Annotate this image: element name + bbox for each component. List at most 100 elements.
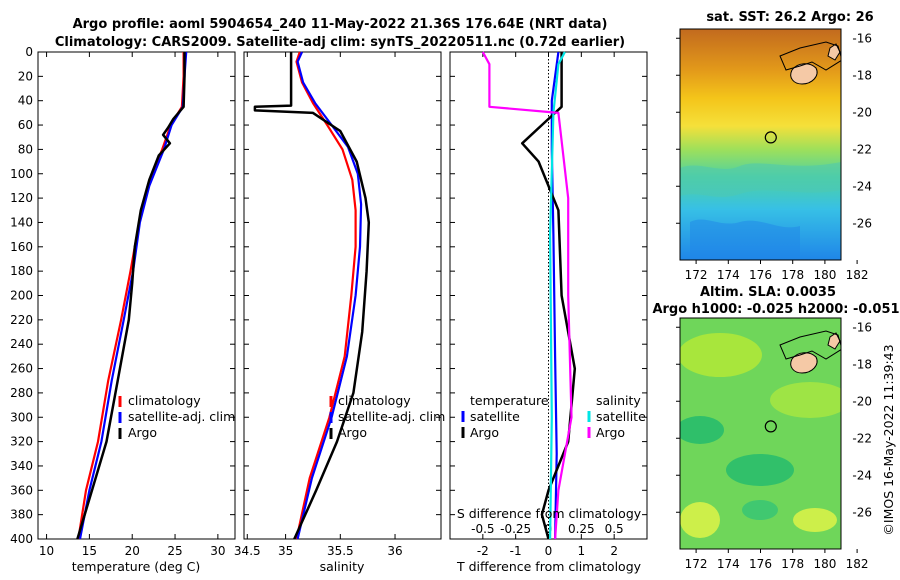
depth-tick-label: 100 xyxy=(10,167,33,181)
depth-tick-label: 20 xyxy=(18,69,33,83)
depth-tick-label: 400 xyxy=(10,532,33,546)
map-lon-label: 174 xyxy=(717,557,740,571)
depth-tick-label: 80 xyxy=(18,142,33,156)
map-lat-label: -18 xyxy=(852,357,872,371)
x-tick-label: -1 xyxy=(510,544,522,558)
temperature-panel: 0 20 40 60 80 100 120 140 160 180 200 220 240 260 280 3… xyxy=(10,45,236,574)
depth-tick-label: 160 xyxy=(10,240,33,254)
sst-argo-position-marker xyxy=(764,131,777,144)
map-lon-label: 172 xyxy=(685,557,708,571)
figure-title: Argo profile: aoml 5904654_240 11-May-20… xyxy=(55,17,625,50)
sla-blob xyxy=(770,382,841,418)
depth-tick-label: 300 xyxy=(10,410,33,424)
series-line-temperature-satellite xyxy=(550,51,560,540)
legend-label-argo: Argo xyxy=(338,425,367,440)
sst-reef-outline xyxy=(779,41,841,71)
map-lat-label: -16 xyxy=(852,320,872,334)
difference-x-ticks: -2 -1 0 1 2 xyxy=(477,52,618,558)
series-line-argo xyxy=(253,52,371,540)
temperature-series xyxy=(76,51,188,540)
depth-tick-label: 140 xyxy=(10,215,33,229)
map-lat-label: -26 xyxy=(852,216,872,230)
legend-label-satellite: satellite-adj. clim xyxy=(128,409,235,424)
sla-map-title-2: Argo h1000: -0.025 h2000: -0.051 xyxy=(652,302,899,317)
map-lat-label: -22 xyxy=(852,142,872,156)
legend-label-sal-argo: Argo xyxy=(596,425,625,440)
legend-label-climatology: climatology xyxy=(128,393,201,408)
map-lon-label: 176 xyxy=(749,268,772,282)
temperature-xlabel: temperature (deg C) xyxy=(72,559,201,574)
top-tick-label: 0.5 xyxy=(605,522,624,536)
temperature-legend: climatology satellite-adj. clim Argo xyxy=(118,393,235,440)
series-line-argo xyxy=(76,52,186,540)
depth-tick-label: 260 xyxy=(10,362,33,376)
legend-title-temperature: temperature xyxy=(470,393,549,408)
imos-credit: ©IMOS 16-May-2022 11:39:43 xyxy=(881,344,896,535)
depth-tick-label: 220 xyxy=(10,313,33,327)
sst-map-ticks: 172 174 176 178 180 182 -16 -18 -20 -22 -24 -26 xyxy=(676,31,872,282)
legend-label-temp-argo: Argo xyxy=(470,425,499,440)
depth-tick-label: 200 xyxy=(10,289,33,303)
difference-top-ticks: -0.5 -0.25 0 0.25 0.5 xyxy=(471,522,624,536)
map-lon-label: 182 xyxy=(846,268,869,282)
x-tick-label: 36 xyxy=(387,544,402,558)
depth-tick-label: 60 xyxy=(18,118,33,132)
x-tick-label: 25 xyxy=(167,544,182,558)
sla-map-ticks: 172 174 176 178 180 182 -16 -18 -20 -22 -24 -26 xyxy=(676,320,872,571)
sla-blob xyxy=(680,502,720,538)
sla-island-viti-levu xyxy=(790,352,818,374)
depth-tick-label: 40 xyxy=(18,94,33,108)
sst-field-band xyxy=(680,162,841,197)
temperature-x-ticks: 10 15 20 25 30 xyxy=(39,52,226,558)
x-tick-label: 15 xyxy=(82,544,97,558)
title-line-1: Argo profile: aoml 5904654_240 11-May-20… xyxy=(73,17,608,32)
x-tick-label: -2 xyxy=(477,544,489,558)
sla-map-panel: Altim. SLA: 0.0035 Argo h1000: -0.025 h2… xyxy=(652,285,899,571)
argo-sst-value: 26 xyxy=(856,10,874,25)
series-line-satellite-adj-clim xyxy=(296,51,363,540)
depth-tick-label: 380 xyxy=(10,508,33,522)
x-tick-label: 2 xyxy=(610,544,618,558)
depth-tick-label: 280 xyxy=(10,386,33,400)
map-lat-label: -22 xyxy=(852,431,872,445)
sst-cold-patch xyxy=(690,219,800,260)
depth-tick-label: 0 xyxy=(25,45,33,59)
map-lon-label: 178 xyxy=(781,268,804,282)
depth-tick-label: 180 xyxy=(10,264,33,278)
map-lon-label: 176 xyxy=(749,557,772,571)
map-lon-label: 174 xyxy=(717,268,740,282)
top-tick-label: -0.5 xyxy=(471,522,494,536)
sst-map-title: sat. SST: 26.2 Argo: 26 xyxy=(706,10,873,25)
depth-tick-label: 340 xyxy=(10,459,33,473)
depth-tick-label: 320 xyxy=(10,435,33,449)
x-tick-label: 35.5 xyxy=(327,544,354,558)
map-lat-label: -16 xyxy=(852,31,872,45)
legend-title-salinity: salinity xyxy=(596,393,641,408)
legend-label-satellite: satellite-adj. clim xyxy=(338,409,445,424)
difference-legend: temperature salinity satellite Argo sate… xyxy=(461,393,646,440)
x-tick-label: 10 xyxy=(39,544,54,558)
sla-blob xyxy=(742,500,778,520)
map-lon-label: 182 xyxy=(846,557,869,571)
legend-label-climatology: climatology xyxy=(338,393,411,408)
difference-panel: -2 -1 0 1 2 -0.5 -0.25 0 0.25 0.5 S difference f… xyxy=(449,51,648,574)
x-tick-label: 30 xyxy=(210,544,225,558)
salinity-x-ticks: 34.5 35 35.5 36 xyxy=(234,52,403,558)
map-lat-label: -18 xyxy=(852,68,872,82)
sst-value: 26.2 xyxy=(775,10,807,25)
difference-top-label: S difference from climatology xyxy=(457,506,642,521)
difference-depth-ticks xyxy=(450,51,647,540)
difference-xlabel: T difference from climatology xyxy=(456,559,642,574)
depth-tick-label: 240 xyxy=(10,337,33,351)
sla-blob xyxy=(793,508,837,532)
temperature-depth-ticks: 0 20 40 60 80 100 120 140 160 180 200 220 240 260 280 3… xyxy=(10,45,235,546)
title-line-2: Climatology: CARS2009. Satellite-adj cli… xyxy=(55,35,625,50)
map-lon-label: 180 xyxy=(813,268,836,282)
map-lat-label: -24 xyxy=(852,179,872,193)
sst-island-viti-levu xyxy=(790,63,818,85)
salinity-axes-frame xyxy=(243,51,442,540)
map-lat-label: -24 xyxy=(852,468,872,482)
sla-blob xyxy=(680,333,762,377)
sst-map-panel: sat. SST: 26.2 Argo: 26 172 174 176 178 180 1… xyxy=(676,10,874,282)
